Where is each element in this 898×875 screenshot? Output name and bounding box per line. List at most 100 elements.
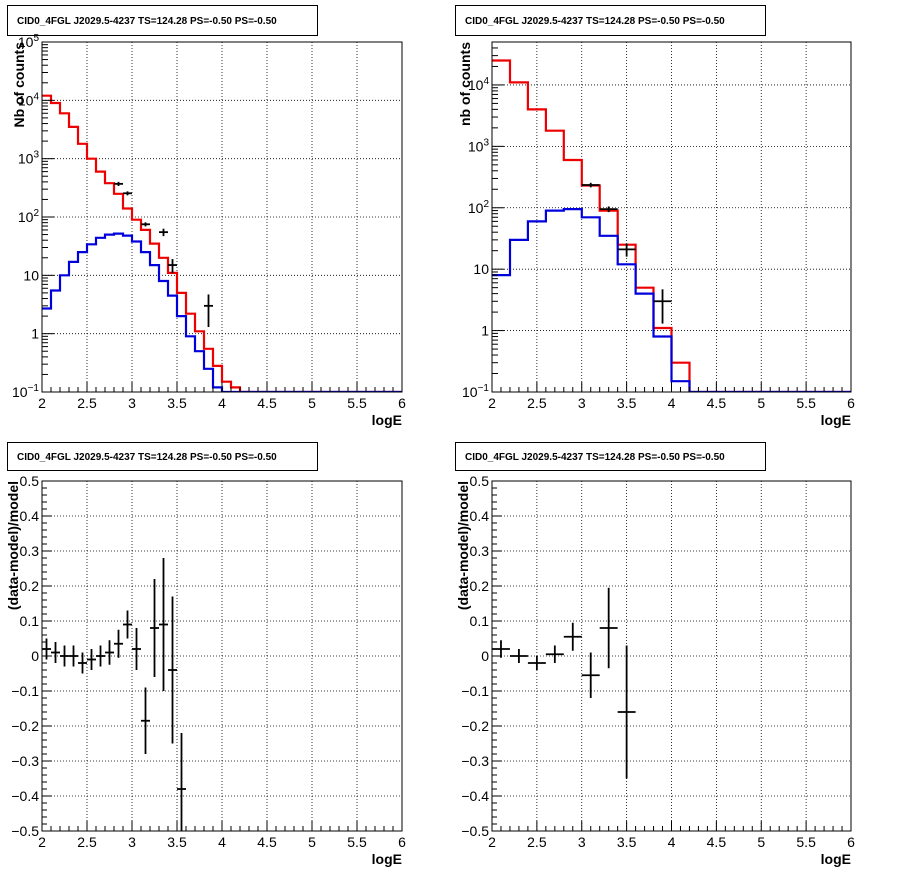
x-tick-label: 3.5 xyxy=(167,395,187,411)
y-tick-label: −0.1 xyxy=(461,683,489,699)
y-tick-label: 0.2 xyxy=(470,578,490,594)
y-axis-label: Nb of counts xyxy=(11,42,27,128)
series-line-2 xyxy=(42,232,402,392)
x-tick-label: 2 xyxy=(38,395,46,411)
y-tick-label: 103 xyxy=(468,137,490,154)
y-axis-label: (data-model)/model xyxy=(5,481,21,610)
y-tick-label: 10 xyxy=(473,261,489,277)
x-tick-label: 5 xyxy=(757,834,765,850)
y-tick-label: 0.4 xyxy=(20,508,40,524)
x-tick-label: 6 xyxy=(847,834,855,850)
y-tick-label: 0.1 xyxy=(470,613,490,629)
y-tick-label: 0.4 xyxy=(470,508,490,524)
x-tick-label: 4 xyxy=(218,395,226,411)
y-tick-label: −0.4 xyxy=(11,788,39,804)
x-tick-label: 2.5 xyxy=(77,395,97,411)
x-tick-label: 5 xyxy=(308,395,316,411)
x-tick-label: 2.5 xyxy=(527,834,547,850)
y-tick-label: −0.5 xyxy=(461,823,489,839)
x-tick-label: 3 xyxy=(128,834,136,850)
grid xyxy=(42,42,402,392)
x-axis-label: logE xyxy=(821,851,851,867)
grid xyxy=(42,481,402,831)
series-points-3 xyxy=(114,181,213,328)
x-tick-label: 6 xyxy=(398,395,406,411)
y-tick-label: −0.2 xyxy=(11,718,39,734)
y-tick-label: 102 xyxy=(18,208,40,225)
plot-area xyxy=(492,587,636,779)
y-tick-label: −0.5 xyxy=(11,823,39,839)
y-tick-label: 0.5 xyxy=(20,473,40,489)
y-tick-label: 0.5 xyxy=(470,473,490,489)
chart-title: CID0_4FGL J2029.5-4237 TS=124.28 PS=-0.5… xyxy=(465,452,725,463)
y-tick-label: 10 xyxy=(23,267,39,283)
chart-panel-4: CID0_4FGL J2029.5-4237 TS=124.28 PS=-0.5… xyxy=(455,442,855,867)
y-axis-label: nb of counts xyxy=(457,42,473,126)
grid xyxy=(492,481,851,831)
x-tick-label: 5 xyxy=(308,834,316,850)
x-tick-label: 5.5 xyxy=(347,395,367,411)
y-tick-label: 0.3 xyxy=(470,543,490,559)
x-tick-label: 5.5 xyxy=(347,834,367,850)
x-tick-label: 4 xyxy=(218,834,226,850)
chart-title-box xyxy=(455,5,766,36)
x-tick-label: 5 xyxy=(757,395,765,411)
x-tick-label: 3.5 xyxy=(167,834,187,850)
x-tick-label: 4 xyxy=(668,395,676,411)
y-tick-label: 103 xyxy=(18,150,40,167)
x-tick-label: 4.5 xyxy=(257,834,277,850)
x-tick-label: 4 xyxy=(668,834,676,850)
x-tick-label: 4.5 xyxy=(707,834,727,850)
plot-area xyxy=(42,94,402,392)
x-tick-label: 6 xyxy=(398,834,406,850)
x-axis-label: logE xyxy=(372,412,402,428)
x-tick-label: 3.5 xyxy=(617,834,637,850)
x-tick-label: 3.5 xyxy=(617,395,637,411)
y-tick-label: 102 xyxy=(468,199,490,216)
x-axis-label: logE xyxy=(821,412,851,428)
x-tick-label: 2 xyxy=(38,834,46,850)
y-tick-label: 0 xyxy=(481,648,489,664)
y-tick-label: −0.4 xyxy=(461,788,489,804)
chart-panel-2: CID0_4FGL J2029.5-4237 TS=124.28 PS=-0.5… xyxy=(455,5,855,428)
x-tick-label: 3 xyxy=(128,395,136,411)
chart-title-box xyxy=(455,442,766,471)
y-tick-label: 1 xyxy=(31,326,39,342)
y-tick-label: −0.1 xyxy=(11,683,39,699)
x-tick-label: 2.5 xyxy=(527,395,547,411)
y-tick-label: −0.3 xyxy=(461,753,489,769)
series-line-2 xyxy=(492,208,851,392)
y-tick-label: 0 xyxy=(31,648,39,664)
x-tick-label: 3 xyxy=(578,834,586,850)
x-axis-label: logE xyxy=(372,851,402,867)
y-axis-label: (data-model)/model xyxy=(455,481,471,610)
x-tick-label: 2.5 xyxy=(77,834,97,850)
y-tick-label: 1 xyxy=(481,323,489,339)
y-tick-label: −0.2 xyxy=(461,718,489,734)
chart-title: CID0_4FGL J2029.5-4237 TS=124.28 PS=-0.5… xyxy=(17,16,277,27)
x-tick-label: 4.5 xyxy=(707,395,727,411)
series-points-1 xyxy=(492,587,636,779)
x-tick-label: 4.5 xyxy=(257,395,277,411)
y-tick-label: 0.2 xyxy=(20,578,40,594)
y-tick-label: 10−1 xyxy=(462,383,489,400)
x-tick-label: 3 xyxy=(578,395,586,411)
y-tick-label: −0.3 xyxy=(11,753,39,769)
y-tick-label: 10−1 xyxy=(12,383,39,400)
chart-title-box xyxy=(7,5,318,36)
chart-panel-1: CID0_4FGL J2029.5-4237 TS=124.28 PS=-0.5… xyxy=(7,5,406,428)
chart-title-box xyxy=(7,442,318,471)
series-line-1 xyxy=(42,94,402,392)
x-tick-label: 2 xyxy=(488,395,496,411)
x-tick-label: 6 xyxy=(847,395,855,411)
chart-title: CID0_4FGL J2029.5-4237 TS=124.28 PS=-0.5… xyxy=(17,452,277,463)
x-tick-label: 5.5 xyxy=(796,395,816,411)
y-tick-label: 0.3 xyxy=(20,543,40,559)
plot-area xyxy=(492,59,851,392)
x-tick-label: 2 xyxy=(488,834,496,850)
x-tick-label: 5.5 xyxy=(796,834,816,850)
series-points-1 xyxy=(42,558,186,831)
series-points-3 xyxy=(581,182,672,324)
chart-title: CID0_4FGL J2029.5-4237 TS=124.28 PS=-0.5… xyxy=(465,16,725,27)
